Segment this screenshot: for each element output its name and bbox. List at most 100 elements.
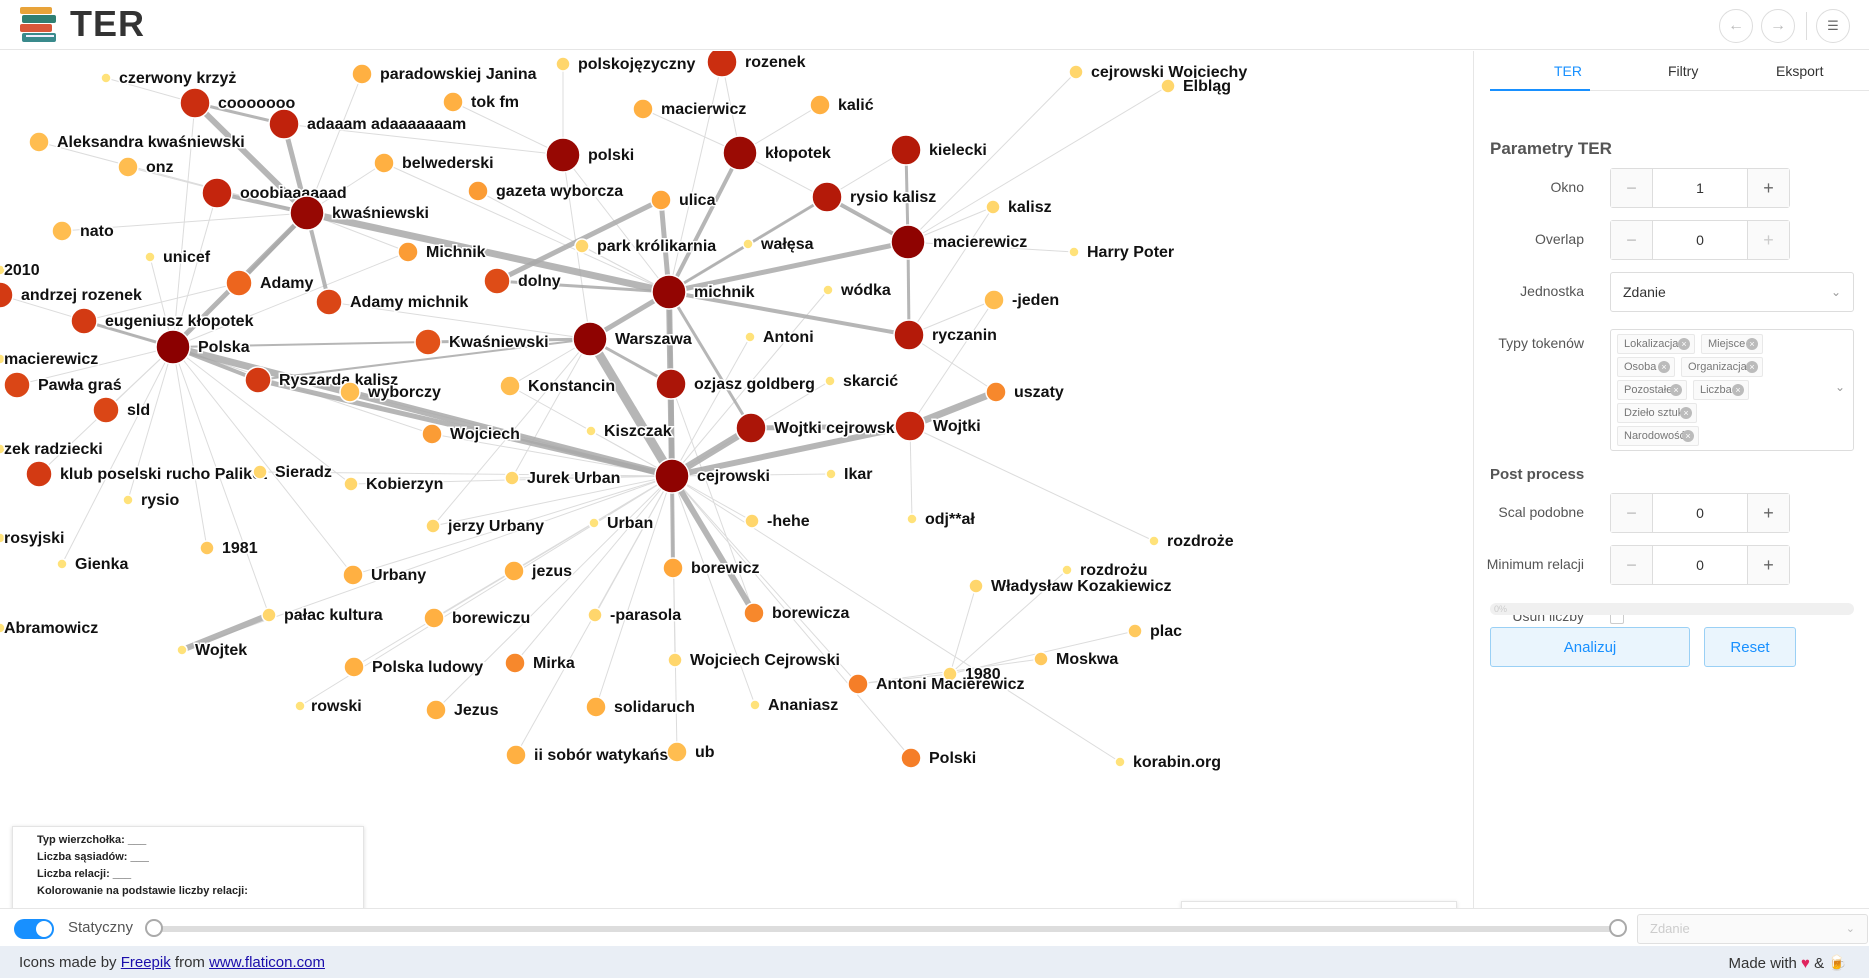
graph-node[interactable] (655, 368, 687, 400)
graph-node[interactable] (632, 98, 654, 120)
graph-node[interactable] (483, 267, 511, 295)
close-icon[interactable]: × (1680, 407, 1692, 419)
graph-node[interactable] (421, 423, 443, 445)
okno-value[interactable]: 1 (1696, 180, 1704, 196)
graph-node[interactable] (822, 284, 834, 296)
graph-node[interactable] (587, 607, 603, 623)
settings-button[interactable]: ☰ (1816, 9, 1850, 43)
graph-node[interactable] (890, 224, 926, 260)
graph-node[interactable] (662, 557, 684, 579)
graph-node[interactable] (505, 744, 527, 766)
graph-node[interactable] (654, 458, 690, 494)
graph-node[interactable] (545, 137, 581, 173)
graph-node[interactable] (906, 513, 918, 525)
graph-node[interactable] (0, 281, 14, 309)
graph-node[interactable] (847, 673, 869, 695)
graph-node[interactable] (0, 532, 6, 544)
range-slider-start-handle[interactable] (145, 919, 163, 937)
graph-node[interactable] (824, 375, 836, 387)
minrel-decrement-button[interactable]: − (1611, 546, 1653, 584)
graph-node[interactable] (397, 241, 419, 263)
close-icon[interactable]: × (1678, 338, 1690, 350)
graph-node[interactable] (199, 540, 215, 556)
graph-node[interactable] (56, 558, 68, 570)
token-types-select[interactable]: Lokalizacja × Miejsce × Osoba × Organizacja… (1610, 329, 1854, 451)
graph-node[interactable] (504, 470, 520, 486)
graph-node[interactable] (722, 135, 758, 171)
graph-node[interactable] (179, 87, 211, 119)
graph-node[interactable] (155, 329, 191, 365)
okno-decrement-button[interactable]: − (1611, 169, 1653, 207)
graph-node[interactable] (0, 353, 6, 365)
graph-node[interactable] (343, 656, 365, 678)
graph-node[interactable] (117, 156, 139, 178)
graph-node[interactable] (585, 696, 607, 718)
graph-node[interactable] (176, 644, 188, 656)
graph-node[interactable] (0, 264, 6, 276)
static-toggle[interactable] (14, 919, 54, 939)
graph-node[interactable] (225, 269, 253, 297)
graph-node[interactable] (100, 72, 112, 84)
graph-node[interactable] (983, 289, 1005, 311)
graph-node[interactable] (743, 602, 765, 624)
graph-node[interactable] (351, 63, 373, 85)
analyze-button[interactable]: Analizuj (1490, 627, 1690, 667)
graph-node[interactable] (811, 181, 843, 213)
graph-svg[interactable]: czerwony krzyż paradowskiej Janina polskoj… (0, 51, 1473, 908)
graph-node[interactable] (650, 189, 672, 211)
graph-node[interactable] (985, 381, 1007, 403)
graph-node[interactable] (442, 91, 464, 113)
close-icon[interactable]: × (1658, 361, 1670, 373)
jednostka-select[interactable]: Zdanie ⌄ (1610, 272, 1854, 312)
graph-node[interactable] (289, 195, 325, 231)
graph-node[interactable] (667, 652, 683, 668)
graph-node[interactable] (343, 476, 359, 492)
close-icon[interactable]: × (1732, 384, 1744, 396)
graph-node[interactable] (666, 741, 688, 763)
forward-button[interactable]: → (1761, 9, 1795, 43)
range-slider-end-handle[interactable] (1609, 919, 1627, 937)
graph-node[interactable] (503, 560, 525, 582)
graph-node[interactable] (268, 108, 300, 140)
graph-node[interactable] (744, 513, 760, 529)
graph-node[interactable] (423, 607, 445, 629)
overlap-increment-button[interactable]: + (1747, 221, 1789, 259)
graph-node[interactable] (588, 517, 600, 529)
graph-node[interactable] (1061, 564, 1073, 576)
graph-node[interactable] (144, 251, 156, 263)
graph-node[interactable] (25, 460, 53, 488)
graph-node[interactable] (585, 425, 597, 437)
minrel-increment-button[interactable]: + (1747, 546, 1789, 584)
minrel-value[interactable]: 0 (1696, 557, 1704, 573)
graph-node[interactable] (467, 180, 489, 202)
graph-canvas[interactable]: czerwony krzyż paradowskiej Janina polskoj… (0, 51, 1473, 908)
graph-node[interactable] (252, 464, 268, 480)
graph-node[interactable] (900, 747, 922, 769)
graph-node[interactable] (735, 412, 767, 444)
graph-node[interactable] (574, 238, 590, 254)
graph-node[interactable] (201, 177, 233, 209)
graph-node[interactable] (0, 622, 6, 634)
graph-node[interactable] (1148, 535, 1160, 547)
tab-filtry[interactable]: Filtry (1668, 63, 1699, 79)
okno-increment-button[interactable]: + (1747, 169, 1789, 207)
tab-ter[interactable]: TER (1554, 63, 1582, 79)
overlap-decrement-button[interactable]: − (1611, 221, 1653, 259)
close-icon[interactable]: × (1682, 430, 1694, 442)
graph-node[interactable] (51, 220, 73, 242)
graph-node[interactable] (825, 468, 837, 480)
graph-node[interactable] (1127, 623, 1143, 639)
graph-node[interactable] (1114, 756, 1126, 768)
close-icon[interactable]: × (1746, 361, 1758, 373)
graph-node[interactable] (425, 518, 441, 534)
graph-node[interactable] (890, 134, 922, 166)
graph-node[interactable] (342, 564, 364, 586)
graph-node[interactable] (315, 288, 343, 316)
graph-node[interactable] (261, 607, 277, 623)
back-button[interactable]: ← (1719, 9, 1753, 43)
graph-node[interactable] (0, 443, 6, 455)
overlap-value[interactable]: 0 (1696, 232, 1704, 248)
graph-node[interactable] (894, 410, 926, 442)
scal-decrement-button[interactable]: − (1611, 494, 1653, 532)
graph-node[interactable] (572, 321, 608, 357)
